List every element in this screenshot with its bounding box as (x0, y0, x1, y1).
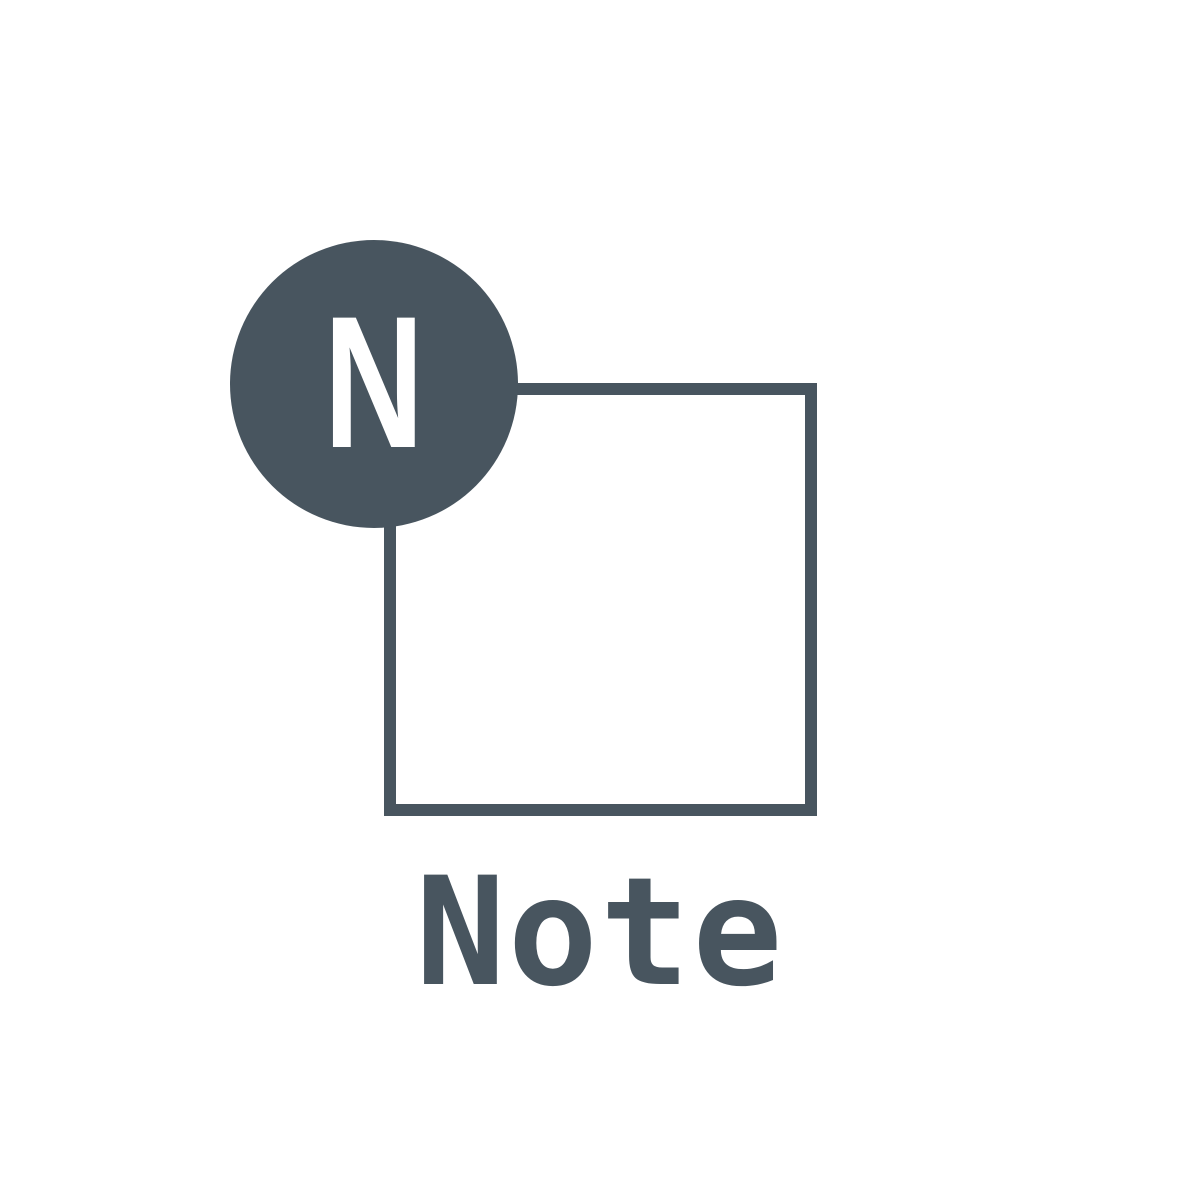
badge-letter: N (323, 277, 425, 487)
icon-caption: Note (415, 846, 785, 1020)
letter-badge: N (230, 240, 518, 528)
